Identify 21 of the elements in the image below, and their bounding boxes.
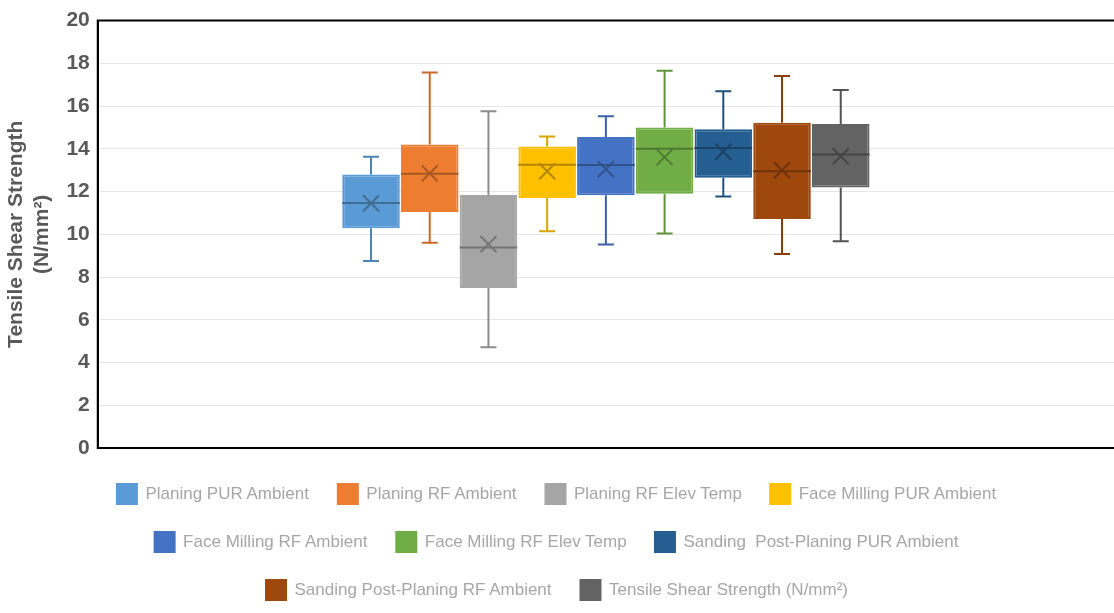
y-tick-label: 0 [78,434,90,458]
y-tick-label: 8 [78,263,91,287]
y-tick-label: 20 [66,7,90,31]
legend-label: Planing RF Elev Temp [574,483,742,503]
legend-label: Sanding Post-Planing PUR Ambient [683,531,959,551]
y-tick-label: 14 [66,135,91,159]
legend-label: Tensile Shear Strength (N/mm²) [608,579,849,599]
y-tick-label: 18 [66,50,91,74]
y-tick-label: 16 [66,92,90,116]
y-tick-label: 6 [78,306,90,330]
legend-label: Planing PUR Ambient [145,483,310,503]
legend-label: Sanding Post-Planing RF Ambient [294,579,552,599]
y-tick-label: 10 [66,221,90,245]
legend-label: Face Milling RF Ambient [183,531,368,551]
y-tick-label: 4 [78,349,91,373]
legend-label: Face Milling RF Elev Temp [424,531,627,551]
legend-label: Planing RF Ambient [366,483,517,503]
y-tick-label: 12 [66,178,90,202]
y-tick-label: 2 [78,392,90,416]
legend-label: Face Milling PUR Ambient [798,483,997,503]
y-axis-title: Tensile Shear Strength (N/mm²) [3,120,52,348]
